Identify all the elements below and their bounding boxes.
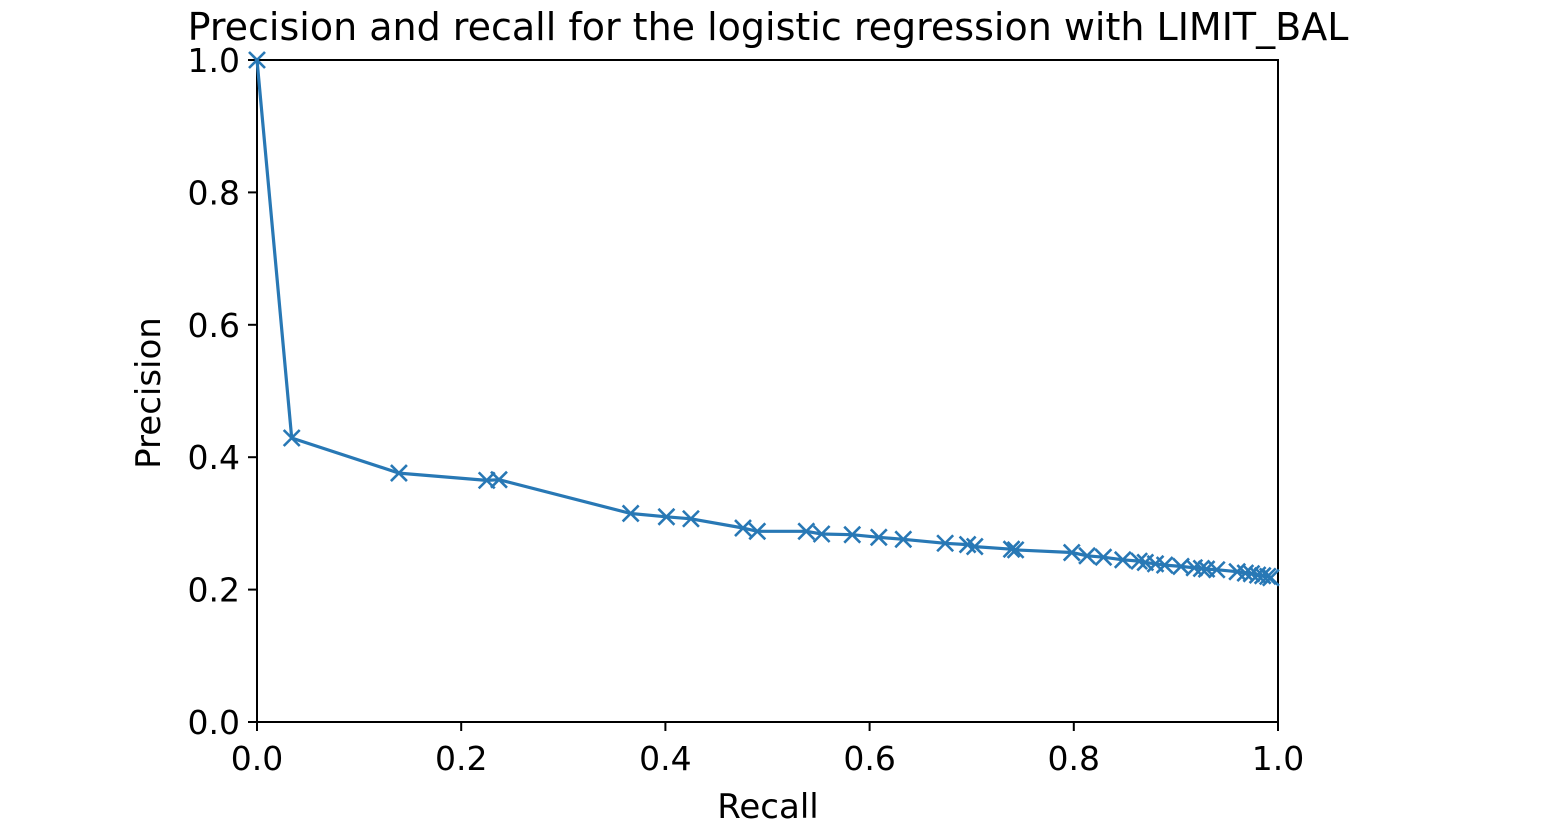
- data-point-marker: [682, 509, 700, 528]
- data-point-marker: [282, 429, 301, 447]
- y-tick-label: 0.2: [188, 571, 240, 610]
- series-line: [255, 59, 1272, 580]
- x-tick-label: 1.0: [1252, 739, 1304, 778]
- y-tick-label: 0.0: [188, 703, 240, 742]
- data-point-marker: [936, 534, 955, 553]
- data-point-marker: [657, 507, 676, 526]
- x-tick-label: 0.6: [843, 739, 895, 778]
- data-point-marker: [490, 470, 508, 489]
- data-point-marker: [389, 464, 408, 483]
- plot-area: 0.0 0.2 0.4 0.6 0.8 1.0 0.0 0.2 0.4 0.6 0.8 1.0: [188, 41, 1305, 778]
- data-point-marker: [621, 504, 640, 523]
- data-point-marker: [1155, 556, 1174, 575]
- data-point-marker: [1078, 546, 1096, 565]
- y-tick-label: 0.6: [188, 306, 240, 345]
- chart-title: Precision and recall for the logistic re…: [188, 5, 1349, 49]
- data-point-marker: [748, 522, 767, 541]
- data-point-marker: [894, 530, 913, 549]
- x-tick-label: 0.8: [1048, 739, 1100, 778]
- data-point-marker: [1130, 552, 1149, 571]
- y-tick-label: 0.4: [188, 438, 240, 477]
- data-point-marker: [965, 537, 984, 556]
- data-point-marker: [843, 525, 862, 544]
- data-point-marker: [1094, 548, 1113, 567]
- data-point-marker: [797, 522, 816, 541]
- y-tick-label: 0.8: [188, 173, 240, 212]
- data-point-marker: [1113, 550, 1132, 569]
- data-point-marker: [869, 528, 888, 547]
- data-point-marker: [1002, 540, 1021, 559]
- plot-frame: [256, 59, 1279, 723]
- x-tick-label: 0.4: [639, 739, 691, 778]
- data-point-marker: [1192, 559, 1211, 578]
- y-tick-label: 1.0: [188, 41, 240, 80]
- y-axis-label: Precision: [129, 317, 169, 469]
- data-point-marker: [812, 525, 831, 543]
- x-tick-label: 0.2: [435, 739, 487, 778]
- data-point-marker: [734, 519, 752, 537]
- data-point-marker: [248, 51, 266, 69]
- data-point-marker: [1207, 560, 1226, 579]
- x-tick-label: 0.0: [231, 739, 283, 778]
- x-axis-label: Recall: [717, 787, 818, 827]
- data-point-marker: [1006, 540, 1025, 559]
- data-point-marker: [1261, 568, 1280, 587]
- data-point-marker: [1062, 543, 1081, 562]
